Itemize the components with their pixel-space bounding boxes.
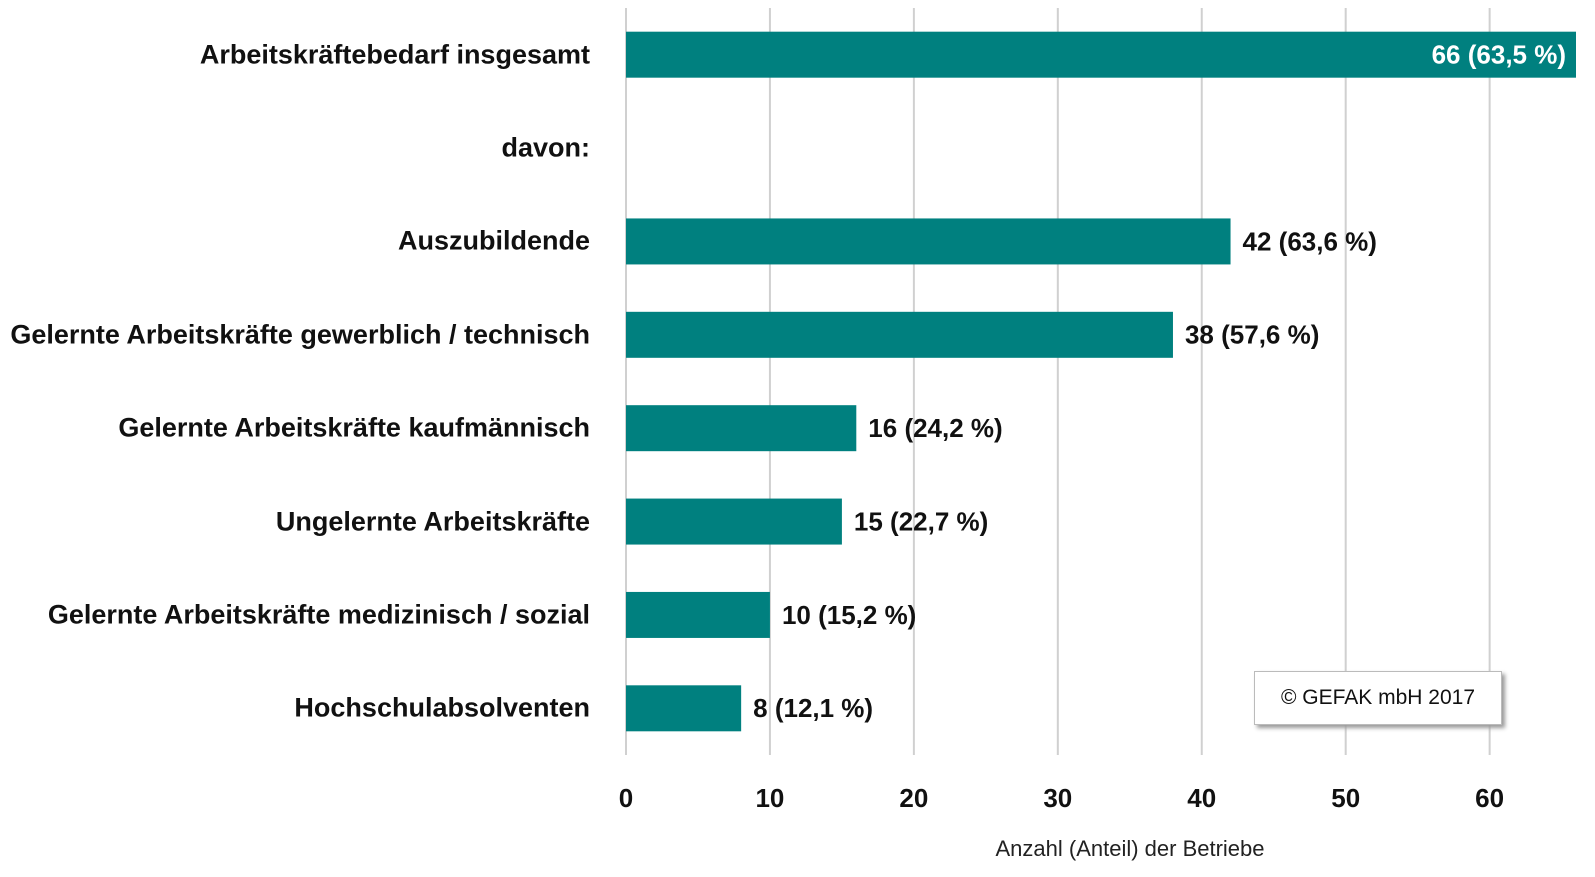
category-label-box: Arbeitskräftebedarf insgesamt <box>0 32 590 77</box>
value-label: 10 (15,2 %) <box>782 600 916 630</box>
bar <box>626 591 770 638</box>
value-label: 38 (57,6 %) <box>1185 320 1319 350</box>
x-tick-label: 0 <box>619 783 633 813</box>
category-label-box: Gelernte Arbeitskräfte kaufmännisch <box>0 406 590 451</box>
x-tick-label: 60 <box>1475 783 1504 813</box>
bar <box>626 218 1231 265</box>
bar <box>626 311 1173 358</box>
y-tick-label: Gelernte Arbeitskräfte kaufmännisch <box>118 412 590 443</box>
bar <box>626 685 742 732</box>
value-label: 8 (12,1 %) <box>753 693 873 723</box>
x-tick-label: 30 <box>1043 783 1072 813</box>
y-tick-label: Hochschulabsolventen <box>294 692 590 723</box>
category-label-box: Ungelernte Arbeitskräfte <box>0 499 590 544</box>
bar <box>626 31 1576 78</box>
x-tick-label: 10 <box>755 783 784 813</box>
y-tick-label: Ungelernte Arbeitskräfte <box>275 506 590 537</box>
value-label: 15 (22,7 %) <box>854 506 988 536</box>
value-label: 66 (63,5 %) <box>1432 40 1566 70</box>
x-tick-label: 50 <box>1331 783 1360 813</box>
x-tick-label: 20 <box>899 783 928 813</box>
bar <box>626 498 842 545</box>
category-label-box: Auszubildende <box>0 219 590 264</box>
y-tick-label: Gelernte Arbeitskräfte gewerblich / tech… <box>10 319 590 350</box>
y-tick-label: Arbeitskräftebedarf insgesamt <box>199 39 590 70</box>
x-axis-title: Anzahl (Anteil) der Betriebe <box>995 836 1264 861</box>
y-tick-label: Gelernte Arbeitskräfte medizinisch / soz… <box>47 599 590 630</box>
annotation: © GEFAK mbH 2017 <box>1254 671 1502 725</box>
category-label-box: Hochschulabsolventen <box>0 686 590 731</box>
value-label: 42 (63,6 %) <box>1243 226 1377 256</box>
category-label-box: Gelernte Arbeitskräfte medizinisch / soz… <box>0 592 590 637</box>
x-tick-label: 40 <box>1187 783 1216 813</box>
category-label-box: Gelernte Arbeitskräfte gewerblich / tech… <box>0 312 590 357</box>
bar <box>626 405 857 452</box>
y-tick-label: davon: <box>501 132 590 163</box>
category-label-box: davon: <box>0 126 590 171</box>
value-label: 16 (24,2 %) <box>868 413 1002 443</box>
y-tick-label: Auszubildende <box>397 225 590 256</box>
